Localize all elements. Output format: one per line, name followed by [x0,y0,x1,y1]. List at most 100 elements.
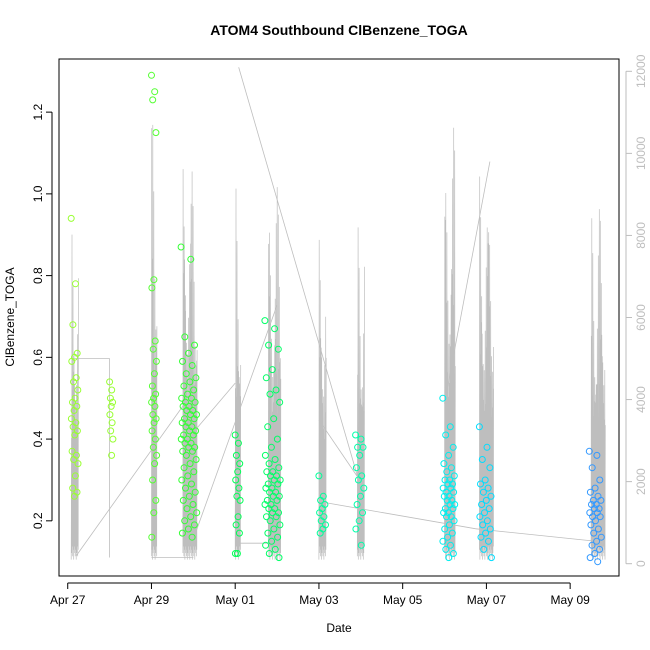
data-point [447,541,454,549]
data-point [70,407,78,414]
data-point [177,243,185,251]
data-point [276,398,284,406]
y2-tick-label: 12000 [634,54,648,88]
data-point [108,419,116,427]
data-point [191,341,198,349]
data-point [182,423,190,431]
data-point [190,468,198,476]
line-connector-10 [475,528,595,542]
data-point [68,447,76,455]
data-point [109,435,117,443]
data-point [193,509,201,517]
x-tick-label: May 05 [383,593,423,607]
data-point [185,443,193,451]
data-point [315,472,323,480]
data-point [317,496,325,504]
data-point [271,456,279,463]
data-point [316,509,324,517]
y-tick-label: 1.2 [31,103,45,120]
data-point [108,451,116,459]
data-point [179,496,187,504]
data-point [485,505,493,513]
line-series-layer [70,67,606,560]
data-point [487,554,495,562]
plot-area-frame [58,58,620,577]
data-point [261,501,269,508]
data-point [270,525,278,533]
data-point [187,513,195,521]
data-point [587,521,595,529]
data-point [106,411,114,419]
data-point [181,517,189,525]
data-point [585,447,593,455]
data-point [181,398,189,406]
data-point [449,480,456,488]
data-point [71,431,79,439]
line-connector-2 [76,391,194,556]
data-point [596,545,603,553]
data-point [273,496,281,504]
data-point [359,443,367,451]
data-point [182,451,190,459]
y-tick-label: 0.4 [31,430,45,447]
data-point [316,529,324,537]
data-point [151,337,159,345]
data-point [149,476,157,484]
data-point [275,464,283,472]
data-point [591,550,599,557]
line-burst-1 [151,124,158,560]
data-point [269,492,277,500]
data-point [272,513,280,521]
data-point [69,484,77,492]
data-point [265,505,273,513]
data-point [352,525,360,533]
data-point [483,517,491,525]
data-point [267,443,275,451]
data-point [271,325,279,333]
data-point [274,345,282,353]
data-point [478,501,486,508]
data-point [449,505,457,513]
data-point [70,492,78,500]
x-tick-label: Apr 27 [50,593,86,607]
data-point [177,435,185,443]
data-point [191,488,199,496]
y-axis-label: ClBenzene_TOGA [3,267,17,366]
data-point [178,419,186,427]
data-point [597,496,605,504]
data-point [593,537,601,545]
data-point [356,451,364,459]
data-point [69,321,77,329]
line-connector-5 [193,382,236,433]
data-point [446,423,454,431]
data-point [184,525,192,533]
data-point [450,517,458,525]
data-point [74,460,82,468]
data-point [274,480,282,488]
data-point [106,378,114,386]
data-point [263,496,271,504]
data-point [317,517,325,525]
data-point [191,398,199,406]
y-tick-label: 0.6 [31,349,45,366]
data-point [273,435,281,443]
y-axis: 0.2 0.4 0.6 0.8 1.0 1.2 [31,103,53,529]
data-point [150,394,158,402]
data-point [187,394,195,402]
data-point [236,460,244,468]
data-point [179,357,186,365]
data-point [72,280,79,288]
data-point [231,431,239,439]
data-point [179,447,187,455]
data-point [359,509,366,517]
data-point [483,443,491,451]
data-point [353,501,361,508]
data-point [189,431,197,439]
data-point [478,456,486,463]
data-point [262,541,270,549]
data-point [588,464,596,472]
data-point [152,357,160,365]
data-point [595,505,603,513]
data-point [477,533,485,541]
data-point [148,71,155,79]
